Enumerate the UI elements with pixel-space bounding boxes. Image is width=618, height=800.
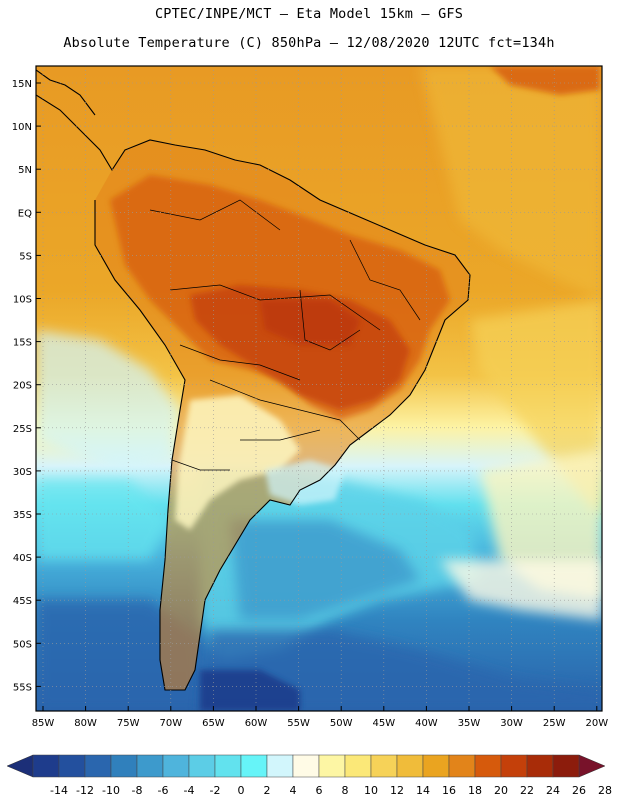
colorbar-tick-label: -6 [158,784,169,797]
colorbar-swatch [474,754,502,778]
lat-label: 55S [13,682,32,693]
lon-label: 30W [500,718,523,729]
colorbar-swatch [526,754,554,778]
colorbar-swatch [188,754,216,778]
title-model: CPTEC/INPE/MCT – Eta Model 15km – GFS [154,6,464,22]
colorbar-low-arrow [6,754,34,778]
lat-label: EQ [18,208,32,219]
colorbar-tick-label: 14 [416,784,430,797]
colorbar-tick-label: -12 [76,784,94,797]
colorbar-swatch [266,754,294,778]
temperature-field [36,66,602,711]
colorbar-tick-label: 16 [442,784,456,797]
colorbar-tick-label: 0 [238,784,245,797]
colorbar-high-arrow [578,754,606,778]
colorbar-swatch [448,754,476,778]
lon-label: 85W [32,718,55,729]
colorbar-tick-label: 18 [468,784,482,797]
coastline [36,69,471,691]
colorbar-tick-label: 6 [316,784,323,797]
colorbar-swatch [552,754,580,778]
colorbar-swatch [370,754,398,778]
lat-label: 50S [13,639,32,650]
colorbar-swatch [162,754,190,778]
lon-label: 40W [415,718,438,729]
colorbar-swatch [136,754,164,778]
lon-label: 35W [458,718,481,729]
lat-label: 35S [13,510,32,521]
colorbar-swatch [500,754,528,778]
colorbar-tick-label: -8 [132,784,143,797]
colorbar-swatch [214,754,242,778]
map-frame [35,65,603,712]
latitude-labels: 15N 10N 5N EQ 5S 10S 15S 20S 25S 30S 35S 40S 45S 50S 5… [12,79,32,693]
colorbar-swatch [58,754,86,778]
colorbar-swatch [396,754,424,778]
graticule [36,66,602,711]
lon-label: 70W [159,718,182,729]
colorbar-tick-label: 22 [520,784,534,797]
colorbar: -14 -12 -10 -8 -6 -4 -2 0 2 4 6 8 10 12 14 16 18 20 22 24 26… [6,754,612,797]
lat-label: 25S [13,424,32,435]
lat-label: 5N [18,165,32,176]
lon-label: 55W [287,718,310,729]
lat-label: 10S [13,295,32,306]
lon-label: 80W [74,718,97,729]
colorbar-swatch [240,754,268,778]
lat-label: 45S [13,596,32,607]
lon-label: 25W [543,718,566,729]
colorbar-swatch [422,754,450,778]
country-borders [149,199,421,471]
colorbar-tick-label: 12 [390,784,404,797]
lon-label: 20W [585,718,608,729]
lat-label: 15N [12,79,32,90]
colorbar-tick-label: 24 [546,784,560,797]
colorbar-tick-label: 28 [598,784,612,797]
colorbar-tick-label: 2 [264,784,271,797]
lon-label: 65W [202,718,225,729]
colorbar-swatch [344,754,372,778]
colorbar-tick-label: -14 [50,784,68,797]
lat-label: 20S [13,381,32,392]
lon-label: 75W [117,718,140,729]
lat-label: 30S [13,467,32,478]
title-field: Absolute Temperature (C) 850hPa – 12/08/… [63,35,555,51]
colorbar-swatch [84,754,112,778]
lat-label: 15S [13,338,32,349]
colorbar-tick-label: -2 [210,784,221,797]
colorbar-swatch [32,754,60,778]
lon-label: 60W [245,718,268,729]
colorbar-tick-label: 10 [364,784,378,797]
longitude-labels: 85W 80W 75W 70W 65W 60W 55W 50W 45W 40W 35W 30W 25W 2… [32,718,609,729]
colorbar-tick-label: 20 [494,784,508,797]
colorbar-swatch [110,754,138,778]
colorbar-tick-label: 4 [290,784,297,797]
lat-label: 10N [12,122,32,133]
colorbar-swatch [292,754,320,778]
lon-label: 50W [330,718,353,729]
colorbar-tick-label: -10 [102,784,120,797]
lat-label: 5S [19,251,32,262]
lat-label: 40S [13,553,32,564]
colorbar-tick-label: 26 [572,784,586,797]
lon-label: 45W [372,718,395,729]
colorbar-tick-label: -4 [184,784,195,797]
colorbar-tick-label: 8 [342,784,349,797]
colorbar-swatch [318,754,346,778]
